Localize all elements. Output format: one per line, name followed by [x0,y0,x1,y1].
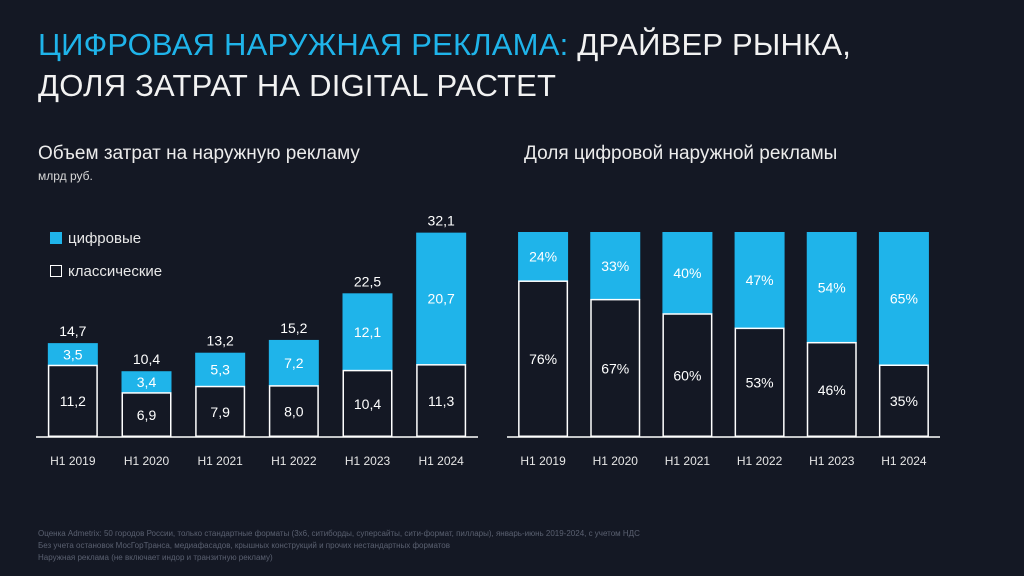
data-label-total: 32,1 [428,213,455,229]
x-tick-label: H1 2024 [418,454,464,468]
slide-title: ЦИФРОВАЯ НАРУЖНАЯ РЕКЛАМА: ДРАЙВЕР РЫНКА… [38,24,998,106]
share-label-classic: 67% [601,360,629,376]
legend-label-digital: цифровые [68,229,142,247]
share-label-classic: 35% [890,393,918,409]
data-label-classic: 10,4 [354,396,381,412]
share-x-tick-label: H1 2023 [809,454,855,468]
data-label-total: 14,7 [59,323,86,339]
left-chart-unit: млрд руб. [38,169,93,183]
share-label-digital: 65% [890,291,918,307]
data-label-total: 15,2 [280,320,307,336]
share-label-digital: 24% [529,249,557,265]
share-bar-digital [806,232,857,343]
legend-item-classic: классические [50,261,162,281]
share-label-digital: 54% [818,279,846,295]
legend-swatch-classic [50,265,62,277]
legend: цифровые классические [50,228,162,294]
footnote-2: Без учета остановок МосГорТранса, медиаф… [38,541,450,550]
data-label-digital: 12,1 [354,324,381,340]
data-label-total: 22,5 [354,273,381,289]
data-label-digital: 20,7 [428,291,455,307]
share-x-tick-label: H1 2019 [520,454,566,468]
share-label-digital: 33% [601,258,629,274]
left-chart-title: Объем затрат на наружную рекламу [38,143,360,164]
share-bar-classic [590,298,641,437]
share-label-classic: 53% [746,375,774,391]
bar-digital [195,352,246,387]
data-label-classic: 6,9 [137,407,157,423]
share-bar-classic [734,327,785,438]
share-bar-digital [662,232,713,314]
footnote-3: Наружная реклама (не включает индор и тр… [38,553,273,562]
x-tick-label: H1 2021 [197,454,243,468]
data-label-digital: 5,3 [210,362,230,378]
data-label-classic: 11,2 [60,393,86,409]
left-chart-header: Объем затрат на наружную рекламу млрд ру… [38,143,360,183]
data-label-total: 10,4 [133,351,160,367]
data-label-total: 13,2 [207,333,234,349]
share-bar-digital [590,232,641,300]
share-x-tick-label: H1 2022 [737,454,783,468]
share-bar-classic [806,341,857,438]
x-tick-label: H1 2019 [50,454,96,468]
legend-swatch-digital [50,232,62,244]
slide-title-accent: ЦИФРОВАЯ НАРУЖНАЯ РЕКЛАМА: [38,27,569,62]
bar-digital [342,293,393,371]
slide-title-line2: ДОЛЯ ЗАТРАТ НА DIGITAL РАСТЕТ [38,68,557,103]
share-bar-digital [518,232,569,282]
bar-classic [268,385,319,438]
data-label-digital: 7,2 [284,355,304,371]
share-bar-digital [734,232,785,329]
share-bar-classic [662,313,713,437]
bar-digital [416,232,467,365]
data-label-classic: 11,3 [428,393,454,409]
bar-digital [121,371,172,393]
bar-digital [268,339,319,386]
bar-classic [195,385,246,437]
legend-label-classic: классические [68,262,163,280]
share-bar-classic [878,364,929,437]
share-label-digital: 40% [673,265,701,281]
share-label-classic: 76% [529,351,557,367]
data-label-classic: 8,0 [284,403,304,419]
share-label-digital: 47% [746,272,774,288]
share-x-tick-label: H1 2020 [593,454,639,468]
x-tick-label: H1 2023 [345,454,391,468]
legend-item-digital: цифровые [50,228,162,248]
right-chart-title: Доля цифровой наружной рекламы [524,143,838,164]
data-label-digital: 3,5 [63,346,83,362]
share-label-classic: 46% [818,382,846,398]
footnote-1: Оценка Admetrix: 50 городов России, толь… [38,529,640,538]
slide-title-rest: ДРАЙВЕР РЫНКА, [568,27,852,62]
data-label-digital: 3,4 [137,374,157,390]
x-tick-label: H1 2022 [271,454,317,468]
share-x-tick-label: H1 2024 [881,454,927,468]
bar-classic [342,369,393,437]
share-x-tick-label: H1 2021 [665,454,711,468]
share-bar-digital [878,232,929,366]
share-bar-classic [518,280,569,438]
share-label-classic: 60% [673,368,701,384]
bar-digital [47,343,98,366]
x-tick-label: H1 2020 [124,454,170,468]
footnotes: Оценка Admetrix: 50 городов России, толь… [38,528,640,564]
data-label-classic: 7,9 [210,404,230,420]
